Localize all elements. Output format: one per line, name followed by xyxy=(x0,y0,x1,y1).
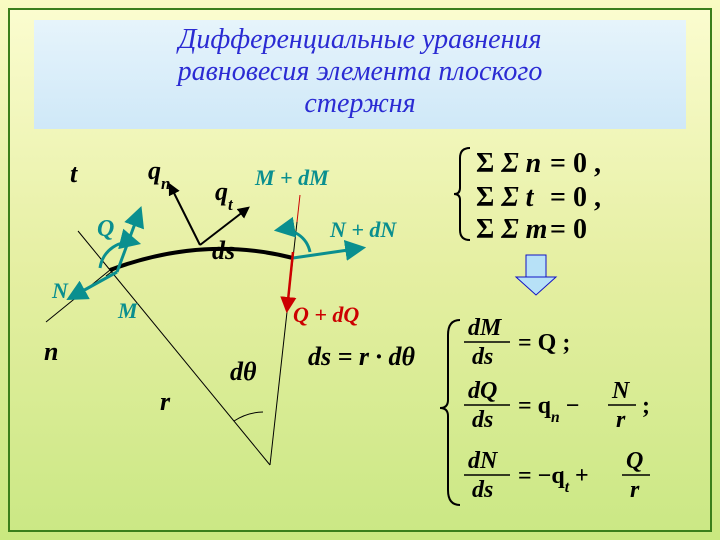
title-line: стержня xyxy=(42,88,678,120)
label-Q: Q xyxy=(97,216,114,242)
svg-text:dN: dN xyxy=(468,448,499,474)
label-N: N xyxy=(51,278,69,303)
label-ds: ds xyxy=(212,236,235,265)
title-line: Дифференциальные уравнения xyxy=(42,24,678,56)
ode-system: dM ds = Q ; dQ ds = qn − N r ; xyxy=(440,315,650,505)
arc-ds xyxy=(110,249,293,270)
label-MdM: M + dM xyxy=(254,165,330,190)
ode-eq2: dQ ds = qn − N r ; xyxy=(464,378,650,433)
svg-text:= 0: = 0 xyxy=(550,214,587,245)
svg-text:r: r xyxy=(630,477,640,503)
title-line: равновесия элемента плоского xyxy=(42,56,678,88)
svg-text:ds: ds xyxy=(472,407,493,433)
svg-text:= 0 ,: = 0 , xyxy=(550,182,601,213)
sum-m: Σ Σ m xyxy=(476,214,547,245)
load-arrows xyxy=(170,185,248,245)
sum-n: Σ Σ n xyxy=(476,148,541,179)
equilibrium-sums: Σ Σ n = 0 , Σ Σ t = 0 , Σ Σ m = 0 xyxy=(454,148,601,245)
label-qn: qn xyxy=(148,156,170,193)
sum-t: Σ Σ t xyxy=(476,182,535,213)
diagram-labels: t n qn qt Q N M ds r dθ M + dM N + dN Q … xyxy=(44,156,416,416)
label-NdN: N + dN xyxy=(329,217,397,242)
label-r: r xyxy=(160,387,171,416)
svg-text:dQ: dQ xyxy=(468,378,497,404)
label-n: n xyxy=(44,337,58,366)
beam-element-diagram: t n qn qt Q N M ds r dθ M + dM N + dN Q … xyxy=(10,130,450,530)
svg-text:= −qt +: = −qt + xyxy=(518,463,589,496)
label-M: M xyxy=(117,298,139,323)
svg-text:;: ; xyxy=(642,393,650,419)
label-QdQ: Q + dQ xyxy=(293,302,359,327)
svg-text:N: N xyxy=(611,378,631,404)
label-dtheta: dθ xyxy=(230,357,257,386)
svg-text:r: r xyxy=(616,407,626,433)
svg-text:= Q ;: = Q ; xyxy=(518,330,570,356)
svg-text:dM: dM xyxy=(468,315,503,341)
slide-title: Дифференциальные уравнения равновесия эл… xyxy=(34,20,686,129)
ode-eq3: dN ds = −qt + Q r xyxy=(464,448,650,503)
derives-arrow xyxy=(516,255,556,295)
label-t: t xyxy=(70,159,78,188)
svg-text:ds: ds xyxy=(472,344,493,370)
svg-text:= 0 ,: = 0 , xyxy=(550,148,601,179)
label-ds-eq: ds = r · dθ xyxy=(308,342,416,371)
svg-text:= qn −: = qn − xyxy=(518,393,579,426)
geometry-lines xyxy=(46,195,300,465)
slide-frame: Дифференциальные уравнения равновесия эл… xyxy=(8,8,712,532)
ode-eq1: dM ds = Q ; xyxy=(464,315,570,370)
svg-text:Q: Q xyxy=(626,448,643,474)
equations-block: Σ Σ n = 0 , Σ Σ t = 0 , Σ Σ m = 0 xyxy=(440,130,695,530)
svg-text:ds: ds xyxy=(472,477,493,503)
label-qt: qt xyxy=(215,177,234,214)
